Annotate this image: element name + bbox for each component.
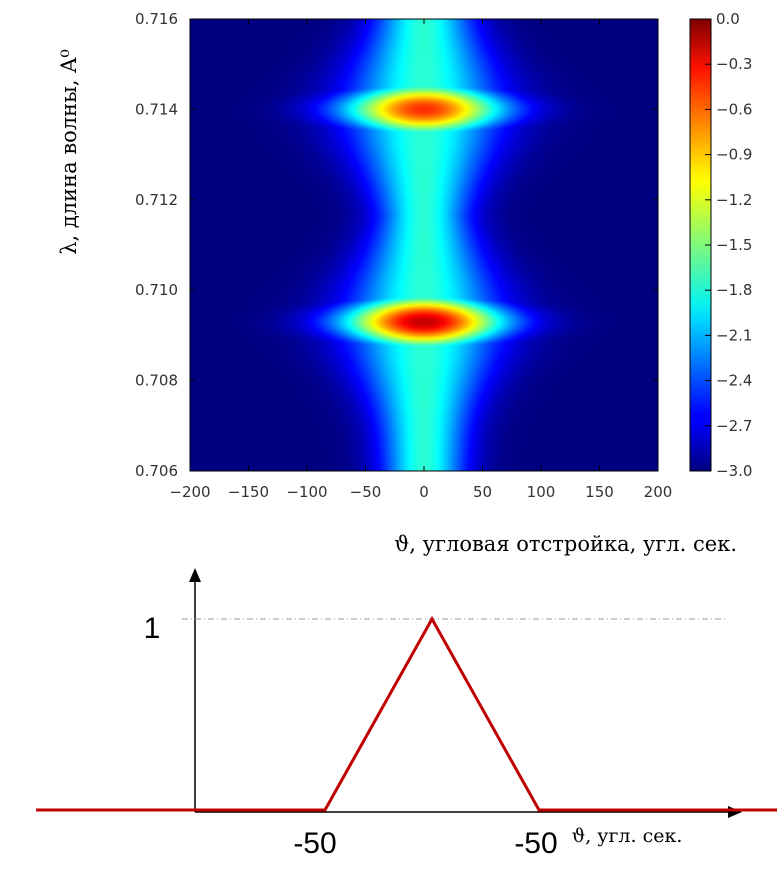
x-tick-label: −150 [228,483,269,501]
x-tick-label: −200 [169,483,210,501]
colorbar-tick-label: −1.2 [716,191,752,209]
colorbar-tick-label: −1.8 [716,281,752,299]
x-tick-label: 150 [585,483,614,501]
x-tick-label: −100 [286,483,327,501]
profile-series-line [36,615,777,812]
x-tick-label: 200 [644,483,673,501]
colorbar-tick-label: −2.1 [716,326,752,344]
profile-x-arrow [728,806,742,818]
colorbar-tick-label: −2.4 [716,372,752,390]
heatmap-panel: −200 −150 −100 −50 0 50 100 150 200 0.7060.7080.… [135,10,672,501]
heatmap-y-ticks: 0.706 0.708 0.710 0.712 0.714 0.716 [135,10,658,480]
heatmap-y-axis-label: λ, длина волны, A⁰ [57,49,81,255]
heatmap-x-ticks: −200 −150 −100 −50 0 50 100 150 200 [169,19,672,501]
colorbar-tick-label: 0.0 [716,10,740,28]
colorbar: 0.0 −0.3 −0.6 −0.9 −1.2 −1.5 −1.8 −2.1 −2.4 −2.7 −… [689,10,752,480]
y-tick-label: 0.706 [135,462,178,480]
y-tick-label: 0.716 [135,10,178,28]
colorbar-tick-label: −0.6 [716,100,752,118]
colorbar-tick-label: −1.5 [716,236,752,254]
x-tick-label: 100 [527,483,556,501]
x-tick-label: −50 [350,483,382,501]
heatmap-image [190,19,658,471]
x-tick-label: 0 [419,483,429,501]
profile-x-marker-label-left: -50 [293,827,336,860]
x-tick-label: 50 [473,483,492,501]
y-tick-label: 0.714 [135,100,178,118]
heatmap-x-axis-label: ϑ, угловая отстройка, угл. сек. [394,532,737,556]
colorbar-tick-label: −2.7 [716,417,752,435]
y-tick-label: 0.708 [135,372,178,390]
profile-chart: 1 -50 -50 ϑ, угл. сек. [36,568,777,860]
profile-y-arrow [189,568,201,582]
profile-x-marker-label-right: -50 [514,827,557,860]
y-tick-label: 0.712 [135,191,178,209]
colorbar-tick-label: −3.0 [716,462,752,480]
colorbar-tick-label: −0.3 [716,55,752,73]
profile-y-value-label: 1 [144,612,161,645]
profile-x-axis-label: ϑ, угл. сек. [572,825,683,847]
colorbar-ticks: 0.0 −0.3 −0.6 −0.9 −1.2 −1.5 −1.8 −2.1 −2.4 −2.7 −… [705,10,752,480]
colorbar-tick-label: −0.9 [716,146,752,164]
y-tick-label: 0.710 [135,281,178,299]
